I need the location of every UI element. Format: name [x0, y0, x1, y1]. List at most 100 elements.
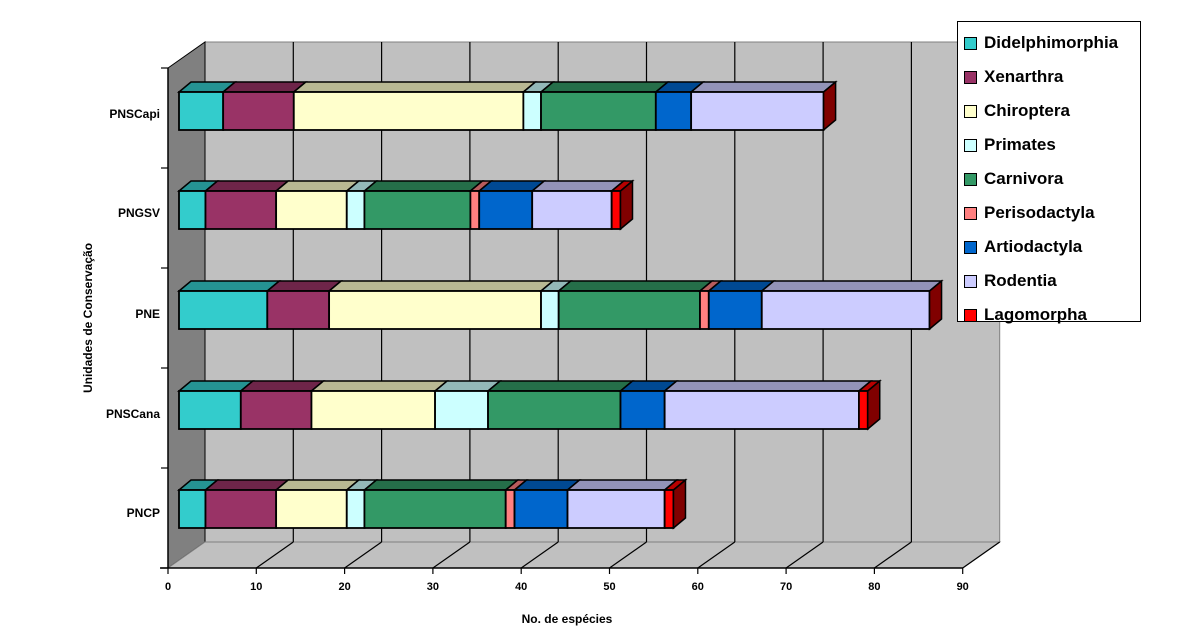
bar-segment-primates: [345, 190, 366, 230]
legend-item: Artiodactyla: [964, 230, 1140, 264]
legend-item: Rodentia: [964, 264, 1140, 298]
bar-segment-rodentia: [760, 290, 931, 330]
legend-swatch-icon: [964, 172, 977, 186]
x-tick-label: 80: [868, 581, 880, 593]
x-tick-label: 50: [603, 581, 615, 593]
legend-item: Didelphimorphia: [964, 26, 1140, 60]
floor-gridline: [520, 541, 559, 569]
bar-segment-artiodactyla: [654, 91, 693, 131]
bar-segment-didelphimorphia: [178, 290, 269, 330]
bar-segment-didelphimorphia: [178, 91, 225, 131]
legend-swatch-icon: [964, 36, 977, 50]
legend-label: Didelphimorphia: [984, 33, 1119, 52]
floor-gridline: [697, 541, 736, 569]
bar-segment-carnivora: [363, 190, 472, 230]
bar-segment-top: [274, 180, 361, 192]
floor-gridline: [432, 541, 471, 569]
bar-segment-primates: [434, 390, 489, 430]
floor-gridline: [609, 541, 647, 569]
bar-segment-top: [203, 180, 291, 192]
legend-label: Artiodactyla: [984, 237, 1083, 256]
bar-segment-top: [362, 180, 485, 192]
bar-segment-top: [485, 380, 635, 392]
bar-segment-top: [362, 479, 520, 491]
legend-label: Lagomorpha: [984, 305, 1087, 324]
bar-segment-perisodactyla: [699, 290, 710, 330]
bar-segment-chiroptera: [275, 190, 348, 230]
bar-segment-chiroptera: [310, 390, 436, 430]
bar-segment-lagomorpha: [858, 390, 869, 430]
bar-segment-rodentia: [531, 190, 613, 230]
bar-segment-carnivora: [363, 489, 507, 529]
bar-segment-top: [221, 81, 308, 93]
legend-swatch-icon: [964, 206, 977, 220]
bars: [176, 80, 944, 530]
legend-label: Perisodactyla: [984, 203, 1095, 222]
bar-segment-top: [530, 180, 626, 192]
x-axis-title: No. de espécies: [522, 612, 613, 626]
y-axis-title: Unidades de Conservação: [81, 243, 95, 393]
bar-segment-carnivora: [540, 91, 657, 131]
legend-label: Chiroptera: [984, 101, 1070, 120]
x-axis: 0 10 20 30 40 50 60 70 80 90: [160, 567, 969, 593]
bar-segment-primates: [540, 290, 560, 330]
bar-segment-rodentia: [690, 91, 825, 131]
legend-label: Carnivora: [984, 169, 1064, 188]
bar-segment-didelphimorphia: [178, 190, 207, 230]
bar-pncp: [176, 478, 688, 530]
x-tick-label: 10: [250, 581, 262, 593]
bar-segment-chiroptera: [275, 489, 348, 529]
floor-gridline: [874, 541, 912, 569]
bar-segment-xenarthra: [239, 390, 313, 430]
legend-swatch-icon: [964, 274, 977, 288]
y-category-label: PNE: [135, 307, 160, 321]
bar-segment-top: [565, 479, 679, 491]
x-tick-label: 70: [780, 581, 792, 593]
bar-segment-top: [689, 81, 838, 93]
x-tick-label: 30: [427, 581, 439, 593]
legend-swatch-icon: [964, 308, 977, 322]
y-category-label: PNCP: [127, 506, 160, 520]
bar-segment-top: [538, 81, 670, 93]
bar-segment-top: [238, 380, 326, 392]
bar-segment-artiodactyla: [619, 390, 666, 430]
bar-end-face: [928, 279, 943, 331]
y-category-label: PNGSV: [118, 206, 160, 220]
bar-segment-top: [274, 479, 361, 491]
bar-pnscapi: [176, 80, 838, 132]
legend-swatch-icon: [964, 240, 977, 254]
bar-segment-top: [759, 280, 944, 292]
bar-segment-chiroptera: [328, 290, 542, 330]
y-category-label: PNSCapi: [109, 107, 160, 121]
bar-segment-chiroptera: [292, 91, 525, 131]
bar-segment-top: [327, 280, 556, 292]
bar-segment-top: [662, 380, 873, 392]
x-tick-label: 90: [957, 581, 969, 593]
bar-end-face: [619, 179, 634, 231]
bar-segment-perisodactyla: [469, 190, 481, 230]
bar-segment-artiodactyla: [513, 489, 569, 529]
bar-segment-top: [176, 280, 282, 292]
legend-item: Xenarthra: [964, 60, 1140, 94]
bar-segment-xenarthra: [222, 91, 295, 131]
floor-gridline: [344, 541, 382, 569]
legend-swatch-icon: [964, 138, 977, 152]
x-tick-label: 20: [338, 581, 350, 593]
bar-segment-lagomorpha: [610, 190, 622, 230]
floor: [166, 541, 1002, 569]
bar-segment-xenarthra: [266, 290, 331, 330]
legend-item: Primates: [964, 128, 1140, 162]
bar-segment-top: [203, 479, 291, 491]
bar-segment-primates: [522, 91, 542, 131]
legend-label: Xenarthra: [984, 67, 1064, 86]
legend-item: Chiroptera: [964, 94, 1140, 128]
legend-item: Perisodactyla: [964, 196, 1140, 230]
legend-item: Carnivora: [964, 162, 1140, 196]
legend-swatch-icon: [964, 70, 977, 84]
floor-gridline: [255, 541, 294, 569]
bar-segment-rodentia: [566, 489, 666, 529]
legend-label: Rodentia: [984, 271, 1057, 290]
bar-segment-didelphimorphia: [178, 390, 242, 430]
bar-segment-artiodactyla: [478, 190, 534, 230]
bar-pnscana: [176, 379, 882, 431]
